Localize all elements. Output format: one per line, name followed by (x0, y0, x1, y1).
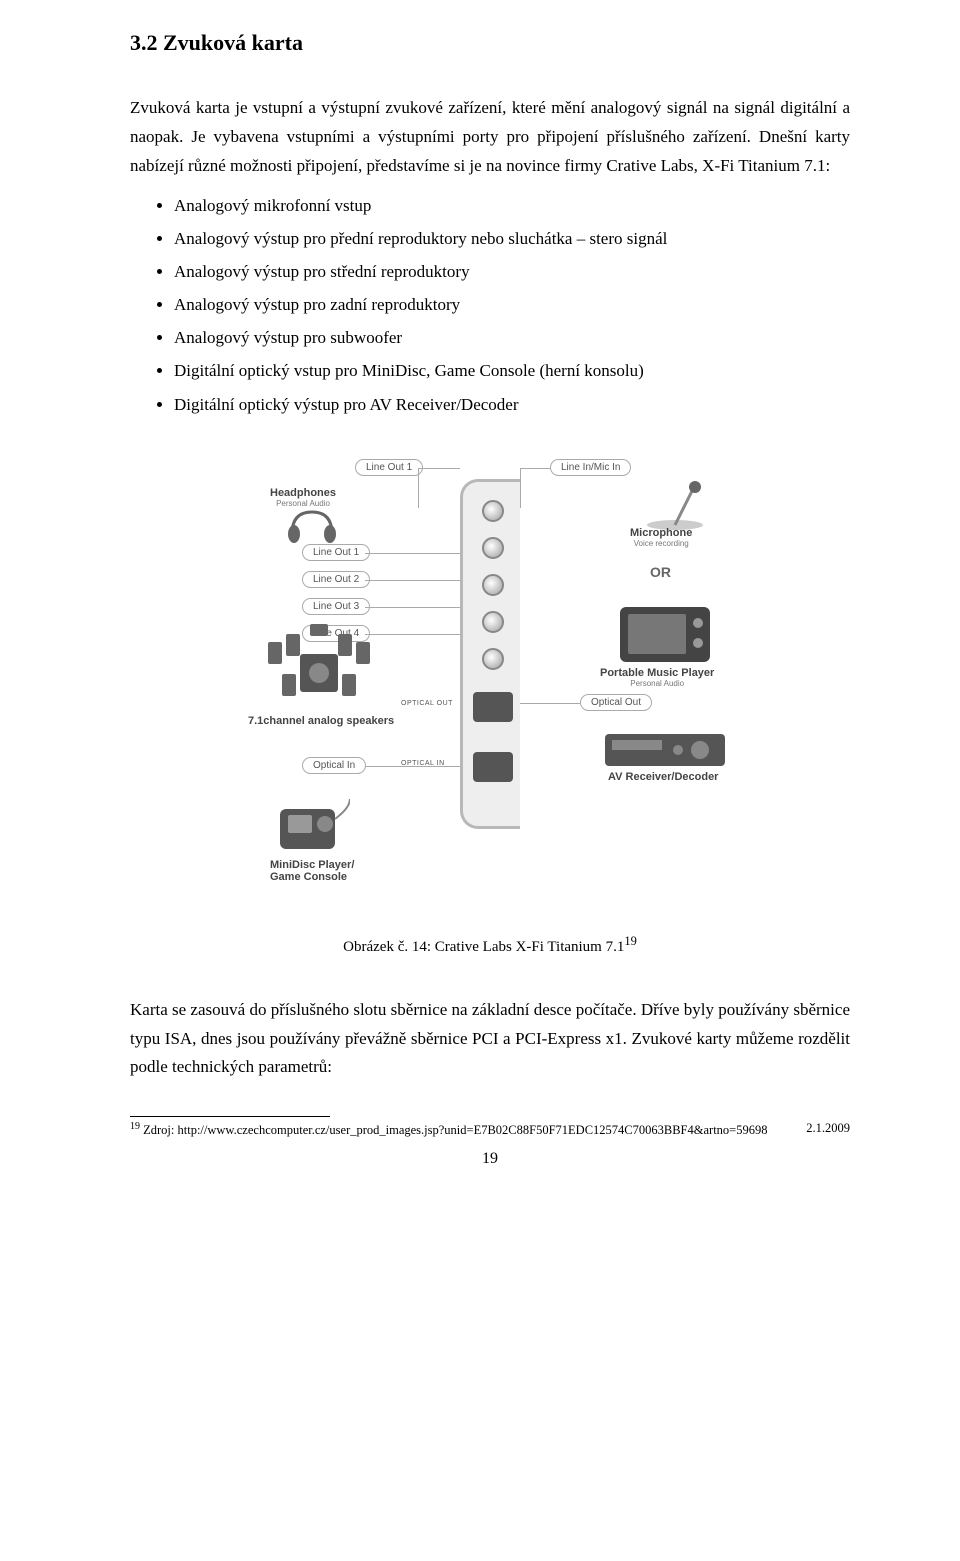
list-item: Analogový výstup pro zadní reproduktory (174, 288, 850, 321)
feature-list: Analogový mikrofonní vstup Analogový výs… (130, 189, 850, 421)
footnote-number: 19 (130, 1121, 140, 1132)
jack-icon (482, 537, 504, 559)
device-title: 7.1channel analog speakers (248, 715, 394, 727)
caption-footnote-ref: 19 (624, 934, 637, 948)
optical-out-label: OPTICAL OUT (401, 700, 453, 707)
jack-icon (482, 500, 504, 522)
footnote-text: Zdroj: http://www.czechcomputer.cz/user_… (140, 1123, 767, 1137)
port-pill: Optical In (302, 757, 366, 774)
connector-line (365, 553, 460, 554)
list-item: Analogový výstup pro subwoofer (174, 321, 850, 354)
av-receiver-icon (600, 729, 730, 774)
port-pill: Optical Out (580, 694, 652, 711)
speakers-label: 7.1channel analog speakers (248, 715, 394, 727)
footnote: 19 Zdroj: http://www.czechcomputer.cz/us… (130, 1121, 850, 1138)
connector-line (365, 766, 460, 767)
device-title: AV Receiver/Decoder (608, 771, 718, 783)
device-title: Game Console (270, 871, 354, 883)
card-bracket-icon: OPTICAL OUT OPTICAL IN (460, 479, 520, 829)
port-pill: Line Out 2 (302, 571, 370, 588)
port-pill: Line Out 1 (302, 544, 370, 561)
page-number: 19 (130, 1150, 850, 1168)
port-pill: Line In/Mic In (550, 459, 631, 476)
paragraph-after-figure: Karta se zasouvá do příslušného slotu sb… (130, 996, 850, 1083)
device-subtitle: Personal Audio (270, 499, 336, 508)
jack-icon (482, 574, 504, 596)
connector-line (365, 607, 460, 608)
connection-diagram: OPTICAL OUT OPTICAL IN Line Out 1 Line O… (230, 449, 750, 899)
optical-out-icon (473, 692, 513, 722)
connector-line (365, 634, 460, 635)
headphones-label: Headphones Personal Audio (270, 487, 336, 508)
list-item: Analogový mikrofonní vstup (174, 189, 850, 222)
footnote-date: 2.1.2009 (806, 1121, 850, 1136)
device-subtitle: Personal Audio (600, 679, 714, 688)
footnote-separator (130, 1116, 330, 1117)
or-label: OR (650, 564, 671, 580)
headphones-icon (282, 504, 342, 544)
jack-icon (482, 648, 504, 670)
device-subtitle: Voice recording (630, 539, 692, 548)
jack-icon (482, 611, 504, 633)
device-title: Portable Music Player (600, 667, 714, 679)
minidisc-icon (270, 799, 350, 859)
music-player-icon (610, 599, 720, 669)
list-item: Analogový výstup pro střední reproduktor… (174, 255, 850, 288)
microphone-label: Microphone Voice recording (630, 527, 692, 548)
device-title: Microphone (630, 527, 692, 539)
minidisc-label: MiniDisc Player/ Game Console (270, 859, 354, 883)
connector-line (418, 468, 419, 508)
port-pill: Line Out 1 (355, 459, 423, 476)
list-item: Digitální optický vstup pro MiniDisc, Ga… (174, 354, 850, 387)
figure-caption: Obrázek č. 14: Crative Labs X-Fi Titaniu… (130, 934, 850, 956)
connector-line (418, 468, 460, 469)
port-pill: Line Out 3 (302, 598, 370, 615)
section-heading: 3.2 Zvuková karta (130, 30, 850, 56)
optical-in-icon (473, 752, 513, 782)
device-title: Headphones (270, 487, 336, 499)
connector-line (365, 580, 460, 581)
figure: OPTICAL OUT OPTICAL IN Line Out 1 Line O… (130, 449, 850, 956)
music-player-label: Portable Music Player Personal Audio (600, 667, 714, 688)
connector-line (520, 468, 521, 508)
connector-line (520, 468, 550, 469)
list-item: Digitální optický výstup pro AV Receiver… (174, 388, 850, 421)
device-title: MiniDisc Player/ (270, 859, 354, 871)
list-item: Analogový výstup pro přední reproduktory… (174, 222, 850, 255)
av-receiver-label: AV Receiver/Decoder (608, 771, 718, 783)
paragraph-intro: Zvuková karta je vstupní a výstupní zvuk… (130, 94, 850, 181)
microphone-icon (635, 477, 725, 532)
caption-text: Obrázek č. 14: Crative Labs X-Fi Titaniu… (343, 939, 624, 955)
connector-line (520, 703, 580, 704)
speakers-icon (260, 624, 370, 714)
